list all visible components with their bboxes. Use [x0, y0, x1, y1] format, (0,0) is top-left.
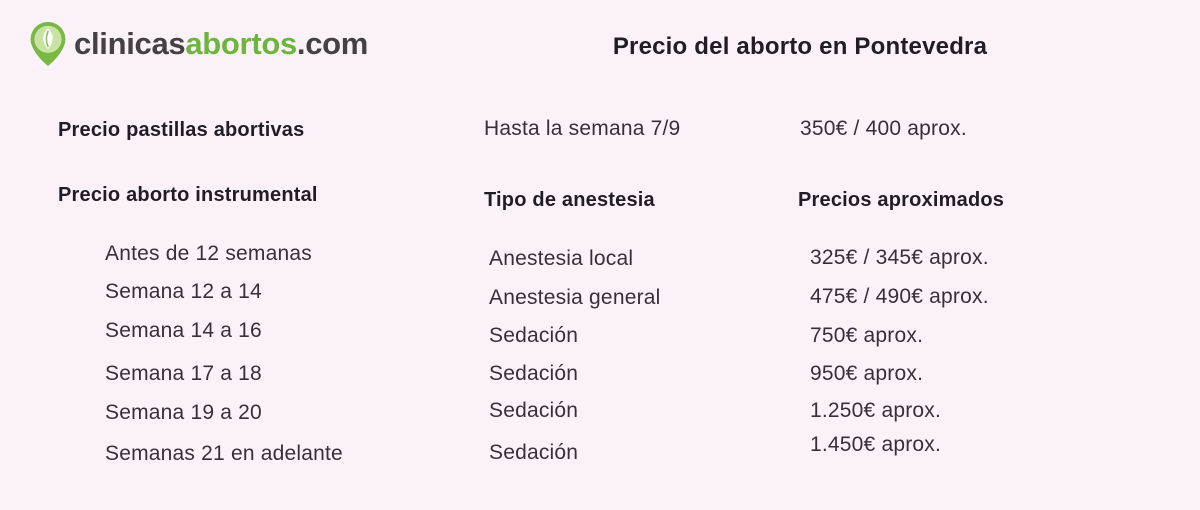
- price-value: 475€ / 490€ aprox.: [810, 285, 989, 308]
- anesthesia-label: Sedación: [489, 441, 579, 464]
- week-label: Semana 12 a 14: [105, 280, 262, 303]
- week-label: Antes de 12 semanas: [105, 242, 312, 265]
- anesthesia-label: Anestesia general: [489, 286, 661, 309]
- price-column-header: Precios aproximados: [798, 189, 1005, 211]
- price-value: 750€ aprox.: [810, 324, 924, 347]
- pills-section-label: Precio pastillas abortivas: [58, 119, 305, 141]
- price-value: 950€ aprox.: [810, 362, 924, 385]
- page-title: Precio del aborto en Pontevedra: [612, 33, 988, 60]
- anesthesia-label: Sedación: [489, 399, 579, 422]
- week-label: Semana 14 a 16: [105, 319, 262, 342]
- logo-text: clinicasabortos.com: [74, 26, 368, 62]
- pills-weeks-label: Hasta la semana 7/9: [484, 117, 681, 140]
- logo-text-abortos: abortos: [185, 26, 297, 61]
- logo-text-com: .com: [296, 26, 369, 61]
- logo-text-clinicas: clinicas: [74, 26, 186, 61]
- anesthesia-label: Sedación: [489, 362, 579, 385]
- price-value: 325€ / 345€ aprox.: [810, 246, 989, 269]
- week-label: Semana 19 a 20: [105, 401, 262, 424]
- logo: clinicasabortos.com: [29, 21, 368, 67]
- price-value: 1.250€ aprox.: [810, 399, 942, 422]
- location-pin-leaf-icon: [29, 21, 67, 67]
- price-value: 1.450€ aprox.: [810, 433, 942, 456]
- instrumental-section-label: Precio aborto instrumental: [58, 184, 318, 206]
- week-label: Semana 17 a 18: [105, 362, 262, 385]
- week-label: Semanas 21 en adelante: [105, 442, 343, 465]
- anesthesia-column-header: Tipo de anestesia: [484, 189, 655, 211]
- anesthesia-label: Sedación: [489, 324, 579, 347]
- pills-price-value: 350€ / 400 aprox.: [800, 117, 967, 140]
- anesthesia-label: Anestesia local: [489, 247, 634, 270]
